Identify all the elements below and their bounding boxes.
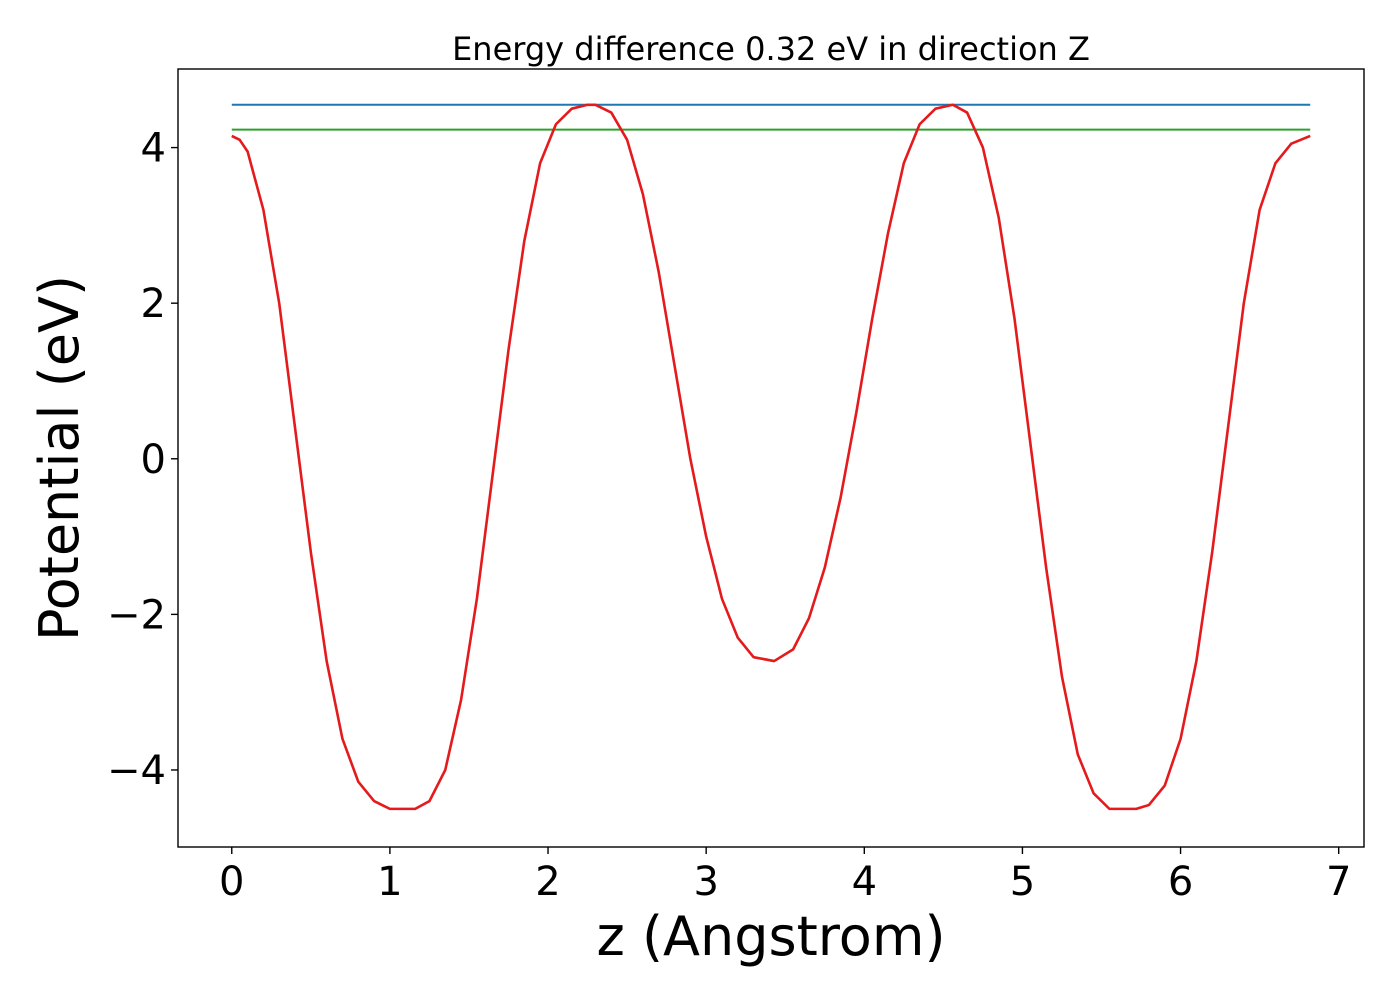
chart-title: Energy difference 0.32 eV in direction Z — [452, 30, 1090, 68]
x-axis-ticks: 0 1 2 3 4 5 6 7 — [219, 847, 1351, 905]
x-tick-label: 4 — [852, 859, 877, 905]
plot-lines — [231, 103, 1311, 811]
x-tick-label: 1 — [377, 859, 402, 905]
y-tick-label: 2 — [141, 281, 166, 327]
series-line-3 — [231, 103, 1311, 811]
y-tick-label: 4 — [141, 126, 166, 172]
y-axis-ticks: −4 −2 0 2 4 — [107, 126, 178, 794]
x-tick-label: 6 — [1168, 859, 1193, 905]
x-tick-label: 7 — [1326, 859, 1351, 905]
y-tick-label: 0 — [141, 437, 166, 483]
x-tick-label: 0 — [219, 859, 244, 905]
y-axis-label: Potential (eV) — [28, 275, 91, 641]
y-tick-label: −2 — [107, 592, 166, 638]
x-tick-label: 5 — [1010, 859, 1035, 905]
x-tick-label: 3 — [693, 859, 718, 905]
y-tick-label: −4 — [107, 748, 166, 794]
x-tick-label: 2 — [535, 859, 560, 905]
plot-frame — [177, 68, 1365, 848]
x-axis-label: z (Angstrom) — [596, 905, 945, 968]
